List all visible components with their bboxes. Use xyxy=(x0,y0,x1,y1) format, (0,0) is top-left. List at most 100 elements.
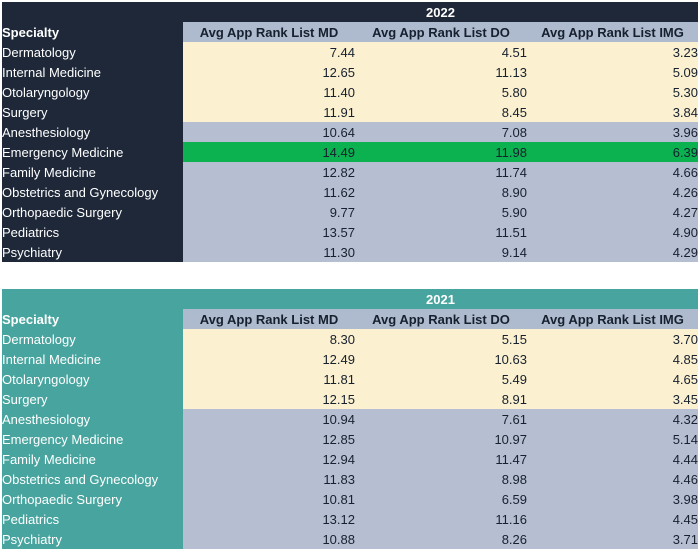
table-row: Psychiatry 11.30 9.14 4.29 xyxy=(2,242,698,262)
year-title-spacer xyxy=(2,2,183,22)
value-md-cell: 11.40 xyxy=(183,82,355,102)
specialty-cell: Obstetrics and Gynecology xyxy=(2,182,183,202)
value-do-cell: 6.59 xyxy=(355,489,527,509)
specialty-cell: Dermatology xyxy=(2,329,183,349)
value-img-cell: 4.29 xyxy=(527,242,698,262)
value-img-cell: 3.70 xyxy=(527,329,698,349)
value-do-cell: 4.51 xyxy=(355,42,527,62)
value-img-cell: 5.30 xyxy=(527,82,698,102)
specialty-cell: Surgery xyxy=(2,389,183,409)
year-title-row: 2021 xyxy=(2,289,698,309)
value-md-cell: 12.15 xyxy=(183,389,355,409)
table-body-2022: Dermatology 7.44 4.51 3.23 Internal Medicine… xyxy=(2,42,698,262)
value-md-cell: 12.65 xyxy=(183,62,355,82)
value-md-cell: 11.91 xyxy=(183,102,355,122)
table-row: Obstetrics and Gynecology 11.83 8.98 4.46 xyxy=(2,469,698,489)
table-row: Emergency Medicine 14.49 11.98 6.39 xyxy=(2,142,698,162)
value-md-cell: 12.49 xyxy=(183,349,355,369)
value-do-cell: 8.98 xyxy=(355,469,527,489)
specialty-cell: Pediatrics xyxy=(2,222,183,242)
specialty-cell: Dermatology xyxy=(2,42,183,62)
specialty-cell: Psychiatry xyxy=(2,529,183,549)
value-img-cell: 4.26 xyxy=(527,182,698,202)
column-header-do: Avg App Rank List DO xyxy=(355,309,527,329)
value-md-cell: 10.94 xyxy=(183,409,355,429)
value-do-cell: 5.15 xyxy=(355,329,527,349)
value-img-cell: 4.46 xyxy=(527,469,698,489)
value-md-cell: 9.77 xyxy=(183,202,355,222)
table-row: Orthopaedic Surgery 10.81 6.59 3.98 xyxy=(2,489,698,509)
table-row: Orthopaedic Surgery 9.77 5.90 4.27 xyxy=(2,202,698,222)
value-md-cell: 11.62 xyxy=(183,182,355,202)
value-do-cell: 7.08 xyxy=(355,122,527,142)
specialty-cell: Otolaryngology xyxy=(2,82,183,102)
value-do-cell: 8.45 xyxy=(355,102,527,122)
table-2022: 2022 Specialty Avg App Rank List MD Avg … xyxy=(2,2,698,262)
value-img-cell: 3.71 xyxy=(527,529,698,549)
value-do-cell: 9.14 xyxy=(355,242,527,262)
year-title-2021: 2021 xyxy=(183,289,698,309)
table-row: Pediatrics 13.57 11.51 4.90 xyxy=(2,222,698,242)
value-img-cell: 4.27 xyxy=(527,202,698,222)
value-do-cell: 8.91 xyxy=(355,389,527,409)
specialty-cell: Pediatrics xyxy=(2,509,183,529)
value-img-cell: 4.44 xyxy=(527,449,698,469)
year-title-spacer xyxy=(2,289,183,309)
table-row: Otolaryngology 11.81 5.49 4.65 xyxy=(2,369,698,389)
value-md-cell: 10.64 xyxy=(183,122,355,142)
value-md-cell: 12.85 xyxy=(183,429,355,449)
specialty-cell: Family Medicine xyxy=(2,449,183,469)
table-row: Dermatology 8.30 5.15 3.70 xyxy=(2,329,698,349)
specialty-cell: Emergency Medicine xyxy=(2,429,183,449)
value-img-cell: 4.90 xyxy=(527,222,698,242)
value-img-cell: 4.45 xyxy=(527,509,698,529)
year-title-row: 2022 xyxy=(2,2,698,22)
table-row: Surgery 12.15 8.91 3.45 xyxy=(2,389,698,409)
value-img-cell: 4.66 xyxy=(527,162,698,182)
value-img-cell: 5.09 xyxy=(527,62,698,82)
value-img-cell: 3.84 xyxy=(527,102,698,122)
specialty-cell: Psychiatry xyxy=(2,242,183,262)
value-md-cell: 11.83 xyxy=(183,469,355,489)
table-row: Otolaryngology 11.40 5.80 5.30 xyxy=(2,82,698,102)
value-do-cell: 5.49 xyxy=(355,369,527,389)
specialty-cell: Obstetrics and Gynecology xyxy=(2,469,183,489)
table-row: Pediatrics 13.12 11.16 4.45 xyxy=(2,509,698,529)
table-row: Internal Medicine 12.49 10.63 4.85 xyxy=(2,349,698,369)
specialty-cell: Internal Medicine xyxy=(2,62,183,82)
column-header-do: Avg App Rank List DO xyxy=(355,22,527,42)
value-md-cell: 11.30 xyxy=(183,242,355,262)
value-img-cell: 5.14 xyxy=(527,429,698,449)
value-do-cell: 8.90 xyxy=(355,182,527,202)
specialty-cell: Anesthesiology xyxy=(2,409,183,429)
value-img-cell: 4.32 xyxy=(527,409,698,429)
value-md-cell: 10.88 xyxy=(183,529,355,549)
table-row: Anesthesiology 10.64 7.08 3.96 xyxy=(2,122,698,142)
table-row: Surgery 11.91 8.45 3.84 xyxy=(2,102,698,122)
value-md-cell: 13.12 xyxy=(183,509,355,529)
table-body-2021: Dermatology 8.30 5.15 3.70 Internal Medicine… xyxy=(2,329,698,549)
specialty-cell: Emergency Medicine xyxy=(2,142,183,162)
value-do-cell: 7.61 xyxy=(355,409,527,429)
column-header-img: Avg App Rank List IMG xyxy=(527,309,698,329)
table-row: Dermatology 7.44 4.51 3.23 xyxy=(2,42,698,62)
table-row: Internal Medicine 12.65 11.13 5.09 xyxy=(2,62,698,82)
value-md-cell: 14.49 xyxy=(183,142,355,162)
specialty-column-header: Specialty xyxy=(2,309,183,329)
table-row: Family Medicine 12.82 11.74 4.66 xyxy=(2,162,698,182)
specialty-cell: Internal Medicine xyxy=(2,349,183,369)
column-header-md: Avg App Rank List MD xyxy=(183,22,355,42)
specialty-cell: Orthopaedic Surgery xyxy=(2,489,183,509)
table-row: Anesthesiology 10.94 7.61 4.32 xyxy=(2,409,698,429)
column-header-row: Specialty Avg App Rank List MD Avg App R… xyxy=(2,309,698,329)
value-img-cell: 3.45 xyxy=(527,389,698,409)
table-2021: 2021 Specialty Avg App Rank List MD Avg … xyxy=(2,289,698,549)
table-row: Psychiatry 10.88 8.26 3.71 xyxy=(2,529,698,549)
specialty-cell: Anesthesiology xyxy=(2,122,183,142)
value-do-cell: 5.80 xyxy=(355,82,527,102)
value-img-cell: 3.98 xyxy=(527,489,698,509)
value-md-cell: 12.82 xyxy=(183,162,355,182)
value-img-cell: 4.65 xyxy=(527,369,698,389)
column-header-img: Avg App Rank List IMG xyxy=(527,22,698,42)
specialty-cell: Family Medicine xyxy=(2,162,183,182)
